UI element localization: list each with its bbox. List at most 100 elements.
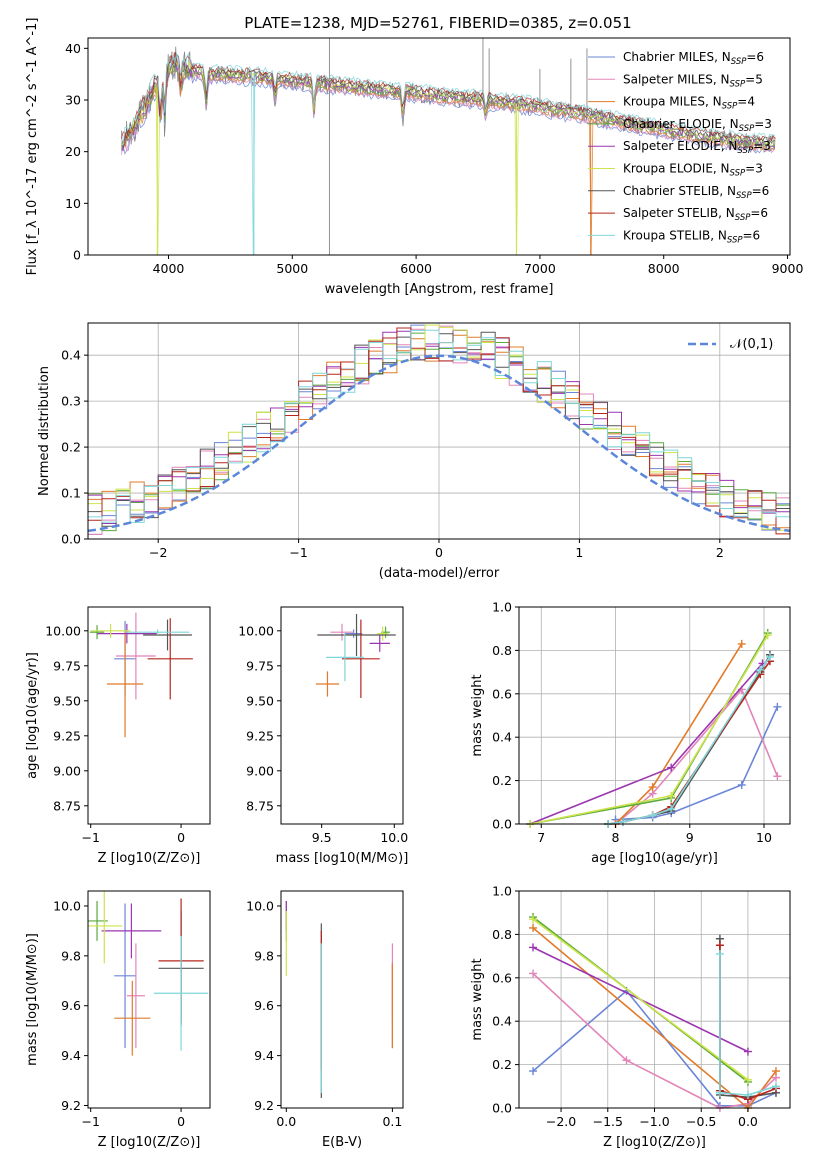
x-tick-label: 8 bbox=[612, 830, 620, 845]
x-tick-label: −2.0 bbox=[546, 1114, 576, 1129]
y-tick-label: 9.00 bbox=[246, 763, 274, 778]
y-axis-label: mass weight bbox=[470, 674, 485, 756]
x-tick-label: −1.0 bbox=[639, 1114, 669, 1129]
errorbar-point bbox=[97, 623, 157, 644]
y-axis-label: Flux [f_λ 10^-17 erg cm^-2 s^-1 A^-1] bbox=[25, 18, 40, 276]
legend-label: Salpeter MILES, NSSP=5 bbox=[623, 72, 763, 89]
y-tick-label: 9.25 bbox=[53, 728, 81, 743]
x-tick-label: 0 bbox=[177, 1114, 185, 1129]
errorbar-point bbox=[89, 625, 105, 640]
errorbar-point bbox=[153, 935, 209, 1051]
x-axis-label: E(B-V) bbox=[322, 1135, 362, 1150]
weight-marker bbox=[765, 652, 774, 661]
x-tick-label: 1 bbox=[575, 545, 583, 560]
x-tick-label: −1 bbox=[81, 1114, 99, 1129]
x-tick-label: 8000 bbox=[648, 261, 680, 276]
axes-frame bbox=[87, 37, 791, 256]
weight-marker bbox=[743, 1047, 752, 1056]
model-spectrum-line bbox=[121, 60, 776, 255]
weight-marker bbox=[715, 941, 724, 950]
x-tick-label: 5000 bbox=[276, 261, 308, 276]
residuals-plot bbox=[88, 324, 790, 539]
spectrum-frame: 4000 5000 6000 7000 8000 9000 0 10 20 30 40 wavelen… bbox=[25, 18, 803, 297]
errorbar-point bbox=[126, 943, 145, 1049]
age_vs_Z-frame: −1 0 8.75 9.00 9.25 9.50 9.75 10.00 Z [log10(Z/Z… bbox=[25, 606, 211, 866]
y-tick-label: 0.2 bbox=[492, 773, 512, 788]
weight_vs_age-plot bbox=[526, 629, 782, 828]
x-tick-label: 7 bbox=[537, 830, 545, 845]
weight-marker bbox=[773, 772, 782, 781]
weight-marker bbox=[715, 1088, 724, 1097]
mass_vs_Z-frame: −1 0 9.2 9.4 9.6 9.8 10.0 Z [log10(Z/Z⊙)] mass [… bbox=[25, 890, 211, 1150]
weight-marker bbox=[648, 811, 657, 820]
mass_vs_EBV-plot bbox=[285, 900, 393, 1099]
y-axis-label: mass [log10(M/M⊙)] bbox=[25, 933, 40, 1066]
errorbar-point bbox=[143, 619, 192, 651]
x-tick-label: 9000 bbox=[772, 261, 804, 276]
legend-label: Salpeter STELIB, NSSP=6 bbox=[623, 206, 768, 223]
axes-frame bbox=[87, 890, 211, 1109]
weight-series-line bbox=[532, 918, 749, 1081]
y-tick-label: 9.2 bbox=[61, 1098, 81, 1113]
x-axis-label: (data-model)/error bbox=[379, 566, 500, 581]
errorbar-point bbox=[344, 629, 363, 638]
y-tick-label: 9.4 bbox=[254, 1048, 274, 1063]
errorbar-point bbox=[376, 626, 389, 641]
errorbar-point bbox=[369, 635, 390, 652]
y-tick-label: 1.0 bbox=[492, 884, 512, 899]
y-tick-label: 0.0 bbox=[492, 817, 512, 832]
weight_vs_age-frame: 7 8 9 10 0.0 0.2 0.4 0.6 0.8 1.0 age [log10(age/yr… bbox=[470, 600, 791, 866]
errorbar-point bbox=[106, 630, 144, 738]
errorbar-point bbox=[330, 623, 354, 641]
errorbar-point bbox=[342, 619, 380, 698]
x-tick-label: 4000 bbox=[153, 261, 185, 276]
weight-marker bbox=[763, 631, 772, 640]
weight-series-line bbox=[614, 687, 779, 825]
x-axis-label: age [log10(age/yr)] bbox=[591, 851, 718, 866]
x-tick-label: 0.1 bbox=[382, 1114, 402, 1129]
errorbar-point bbox=[114, 980, 151, 1056]
y-tick-label: 10 bbox=[65, 196, 81, 211]
legend-label: Salpeter ELODIE, NSSP=3 bbox=[623, 139, 771, 156]
x-tick-label: 0.0 bbox=[738, 1114, 758, 1129]
axes-frame bbox=[280, 890, 404, 1109]
y-axis-label: Normed distribution bbox=[37, 366, 52, 496]
y-tick-label: 9.25 bbox=[246, 728, 274, 743]
weight-marker bbox=[529, 1067, 538, 1076]
weight-marker bbox=[529, 943, 538, 952]
x-tick-label: 0 bbox=[435, 545, 443, 560]
y-tick-label: 9.00 bbox=[53, 763, 81, 778]
x-tick-label: −1 bbox=[81, 830, 99, 845]
x-tick-label: −1.5 bbox=[593, 1114, 623, 1129]
y-tick-label: 9.2 bbox=[254, 1098, 274, 1113]
y-tick-label: 10.0 bbox=[246, 898, 274, 913]
x-axis-label: wavelength [Angstrom, rest frame] bbox=[325, 282, 554, 297]
x-tick-label: 9.5 bbox=[312, 830, 332, 845]
spectrum-legend: Chabrier MILES, NSSP=6 Salpeter MILES, NS… bbox=[588, 50, 772, 245]
legend-label: Kroupa ELODIE, NSSP=3 bbox=[623, 162, 763, 179]
x-axis-label: Z [log10(Z/Z⊙)] bbox=[98, 851, 201, 866]
y-tick-label: 0.6 bbox=[492, 970, 512, 985]
errorbar-point bbox=[90, 623, 131, 638]
y-tick-label: 0.8 bbox=[492, 643, 512, 658]
y-tick-label: 8.75 bbox=[53, 798, 81, 813]
weight-marker bbox=[529, 969, 538, 978]
histogram-step-line bbox=[88, 327, 790, 539]
y-tick-label: 0.8 bbox=[492, 927, 512, 942]
y-tick-label: 9.6 bbox=[254, 998, 274, 1013]
x-tick-label: 9 bbox=[686, 830, 694, 845]
weight-series bbox=[715, 949, 780, 1099]
histogram-step-line bbox=[88, 324, 790, 539]
age_vs_mass-frame: 9.5 10.0 8.75 9.00 9.25 9.50 9.75 10.00 mass [lo… bbox=[238, 606, 408, 866]
x-tick-label: 2 bbox=[716, 545, 724, 560]
legend-label: Kroupa STELIB, NSSP=6 bbox=[623, 228, 760, 245]
errorbar-point bbox=[101, 903, 162, 959]
weight-marker bbox=[743, 1090, 752, 1099]
x-tick-label: 10.0 bbox=[380, 830, 408, 845]
axes-frame bbox=[87, 606, 211, 825]
weight-marker bbox=[667, 791, 676, 800]
x-tick-label: 10 bbox=[756, 830, 772, 845]
histogram-step-line bbox=[88, 329, 790, 539]
y-axis-label: mass weight bbox=[470, 958, 485, 1040]
